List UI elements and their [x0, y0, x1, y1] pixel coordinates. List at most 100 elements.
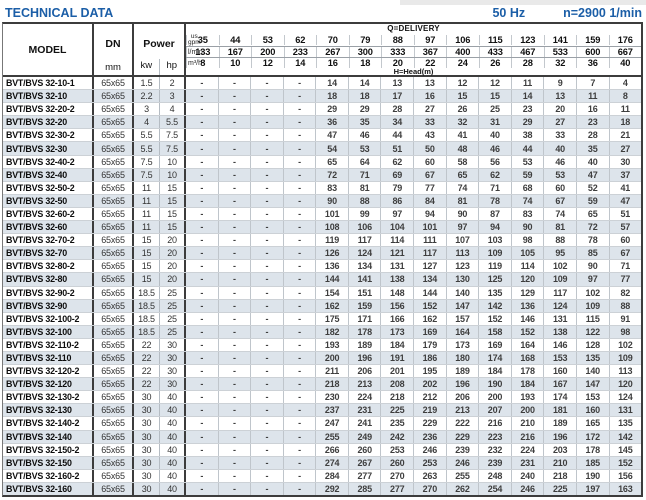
head-cell: 21 [620, 130, 631, 141]
head-cell: - [251, 482, 284, 495]
head-cell: 171 [349, 312, 382, 325]
head-cell: - [284, 181, 317, 194]
head-cell: 31 [479, 116, 512, 129]
head-cell: 153 [544, 351, 577, 365]
head-cell: 18 [349, 90, 382, 103]
hp-cell: 30 [160, 338, 186, 351]
head-cell: - [186, 234, 219, 247]
head-cell: 230 [316, 391, 349, 404]
head-cell: 40 [544, 142, 577, 155]
flow-value: 600 [576, 47, 609, 57]
kw-cell: 30 [134, 482, 160, 495]
dn-cell: 65x65 [94, 469, 134, 482]
head-cell: 247 [316, 417, 349, 430]
head-cell: 138 [381, 273, 415, 286]
head-cell: 207 [479, 404, 512, 417]
head-cell: 151 [349, 286, 382, 299]
flow-value: 159 [576, 34, 609, 45]
kw-cell: 15 [134, 260, 160, 273]
head-cell: 82 [620, 287, 631, 298]
dn-cell: 65x65 [94, 142, 134, 155]
head-cell: - [219, 181, 252, 194]
head-cell: - [284, 351, 317, 365]
flow-value: 233 [283, 47, 317, 57]
head-cell: 67 [620, 248, 631, 259]
head-cell: 121 [381, 247, 415, 260]
hp-cell: 40 [160, 417, 186, 430]
hp-cell: 20 [160, 260, 186, 273]
head-cell: - [219, 247, 252, 260]
flow-value: 40 [608, 58, 642, 68]
head-cell: 32 [447, 116, 480, 129]
flow-value: 133 [186, 47, 219, 57]
dn-cell: 65x65 [94, 260, 134, 273]
head-cell: 135 [479, 286, 512, 299]
head-cell: 47 [620, 195, 631, 206]
gpm-unit-top: us [190, 33, 198, 40]
head-cell: 41 [620, 182, 631, 193]
head-cell: - [251, 77, 284, 90]
head-cell: 200 [479, 391, 512, 404]
head-cell: - [251, 142, 284, 155]
head-cell: - [284, 155, 317, 168]
head-cell: - [284, 142, 317, 155]
head-cell: 146 [512, 312, 545, 325]
delivery-header-label: Q=DELIVERY [387, 24, 440, 33]
head-cell: - [219, 338, 252, 351]
head-cell: 109 [544, 273, 577, 286]
head-cell: 249 [349, 430, 382, 443]
head-cell: 196 [349, 351, 382, 365]
head-cell: 72 [577, 221, 610, 234]
head-cell: 152 [414, 299, 447, 312]
head-cell: 23 [512, 103, 545, 116]
table-row: BVT/BVS 32-140-2 65x65 30 40- - - -247 241 235 22… [3, 417, 641, 431]
head-cell: 81 [447, 194, 480, 207]
head-cell: - [186, 430, 219, 443]
head-cell: 189 [349, 338, 382, 351]
head-cell: 16 [577, 103, 610, 116]
head-cell: 153 [577, 391, 610, 404]
head-cell: 136 [316, 260, 349, 273]
head-cell: 123 [447, 260, 480, 273]
head-cell: 160 [577, 404, 610, 417]
head-cell: - [284, 456, 317, 469]
head-cell: - [186, 391, 219, 404]
head-cell: 53 [512, 155, 545, 168]
head-cell: - [219, 273, 252, 286]
head-cell: 163 [618, 483, 633, 494]
hp-cell: 7.5 [160, 142, 186, 155]
dn-cell: 65x65 [94, 391, 134, 404]
head-cell: - [186, 155, 219, 168]
head-cell: - [186, 286, 219, 299]
head-cell: - [251, 456, 284, 469]
head-cell: 29 [316, 103, 349, 116]
dn-cell: 65x65 [94, 168, 134, 181]
head-cell: 173 [447, 338, 480, 351]
head-cell: 12 [479, 77, 512, 90]
head-cell: - [251, 207, 284, 221]
flow-value: 467 [511, 47, 544, 57]
model-cell: BVT/BVS 32-60 [3, 221, 94, 234]
dn-unit-label: mm [105, 62, 121, 73]
model-cell: BVT/BVS 32-100 [3, 325, 94, 338]
head-cell: 178 [349, 325, 382, 338]
head-cell: - [251, 286, 284, 299]
head-cell: - [284, 221, 317, 234]
head-cell: 65 [577, 207, 610, 221]
flow-value: 36 [576, 58, 609, 68]
head-cell: 189 [447, 365, 480, 378]
head-cell: 124 [544, 299, 577, 312]
head-cell: - [251, 417, 284, 430]
head-cell: - [219, 482, 252, 495]
kw-cell: 15 [134, 273, 160, 286]
head-cell: - [186, 207, 219, 221]
head-cell: 117 [544, 286, 577, 299]
head-cell: 88 [620, 300, 631, 311]
head-cell: 236 [414, 430, 447, 443]
head-cell: - [219, 221, 252, 234]
head-unit-label: H=Head(m) [393, 67, 434, 76]
head-cell: 184 [512, 378, 545, 391]
col-header-delivery: Q=DELIVERY us gpm 35 44 53 62 70 79 88 97 106 115… [186, 24, 642, 76]
head-cell: 85 [577, 247, 610, 260]
dn-cell: 65x65 [94, 378, 134, 391]
